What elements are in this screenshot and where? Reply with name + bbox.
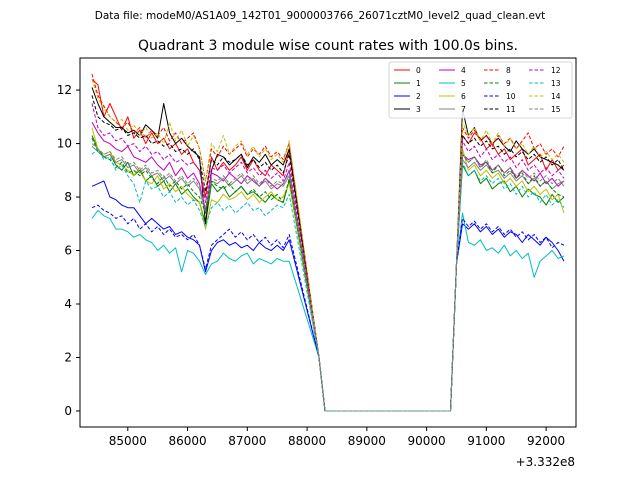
x-tick-label: 86000 xyxy=(168,434,206,448)
series-layer xyxy=(91,73,565,412)
legend-label-3: 3 xyxy=(416,105,421,114)
x-tick-label: 87000 xyxy=(228,434,266,448)
legend-label-9: 9 xyxy=(506,79,511,88)
series-line-1 xyxy=(91,135,565,412)
y-tick-label: 8 xyxy=(64,190,72,204)
x-tick-label: 90000 xyxy=(408,434,446,448)
legend-label-15: 15 xyxy=(551,105,561,114)
x-tick-label: 89000 xyxy=(348,434,386,448)
x-axis: 85000 86000 87000 88000 89000 90000 91000 92000 xyxy=(109,427,565,448)
series-line-6 xyxy=(91,127,565,412)
x-tick-label: 85000 xyxy=(109,434,147,448)
legend-label-1: 1 xyxy=(416,79,421,88)
legend-box xyxy=(388,61,573,119)
series-line-3 xyxy=(91,87,565,412)
y-axis: 0 2 4 6 8 10 12 xyxy=(57,83,80,418)
legend-label-14: 14 xyxy=(551,92,561,101)
series-line-8 xyxy=(91,73,565,412)
series-line-7 xyxy=(91,145,565,412)
y-tick-label: 6 xyxy=(64,244,72,258)
series-line-9 xyxy=(91,137,565,412)
y-tick-label: 10 xyxy=(57,137,72,151)
y-tick-label: 2 xyxy=(64,350,72,364)
y-tick-label: 12 xyxy=(57,83,72,97)
series-line-5 xyxy=(91,209,565,412)
y-tick-label: 0 xyxy=(64,404,72,418)
series-line-11 xyxy=(91,95,565,412)
series-line-4 xyxy=(91,121,565,412)
legend-label-13: 13 xyxy=(551,79,561,88)
series-line-10 xyxy=(91,204,565,412)
x-tick-label: 92000 xyxy=(527,434,565,448)
x-tick-label: 88000 xyxy=(288,434,326,448)
legend-label-2: 2 xyxy=(416,92,421,101)
legend-label-11: 11 xyxy=(506,105,516,114)
series-line-15 xyxy=(91,143,565,412)
series-line-2 xyxy=(91,180,565,412)
legend-label-5: 5 xyxy=(461,79,466,88)
figure-suptitle: Data file: modeM0/AS1A09_142T01_90000037… xyxy=(95,10,546,22)
x-offset-label: +3.332e8 xyxy=(516,455,575,469)
legend-label-12: 12 xyxy=(551,66,561,75)
legend-label-7: 7 xyxy=(461,105,466,114)
legend-label-4: 4 xyxy=(461,66,466,75)
series-line-12 xyxy=(91,103,565,412)
chart-title: Quadrant 3 module wise count rates with … xyxy=(138,38,518,54)
legend-label-0: 0 xyxy=(416,66,421,75)
legend-label-6: 6 xyxy=(461,92,466,101)
plot-frame xyxy=(79,57,577,428)
legend-label-10: 10 xyxy=(506,92,516,101)
y-tick-label: 4 xyxy=(64,297,72,311)
legend-label-8: 8 xyxy=(506,66,511,75)
series-line-14 xyxy=(91,79,565,412)
x-tick-label: 91000 xyxy=(467,434,505,448)
series-line-13 xyxy=(91,148,565,412)
